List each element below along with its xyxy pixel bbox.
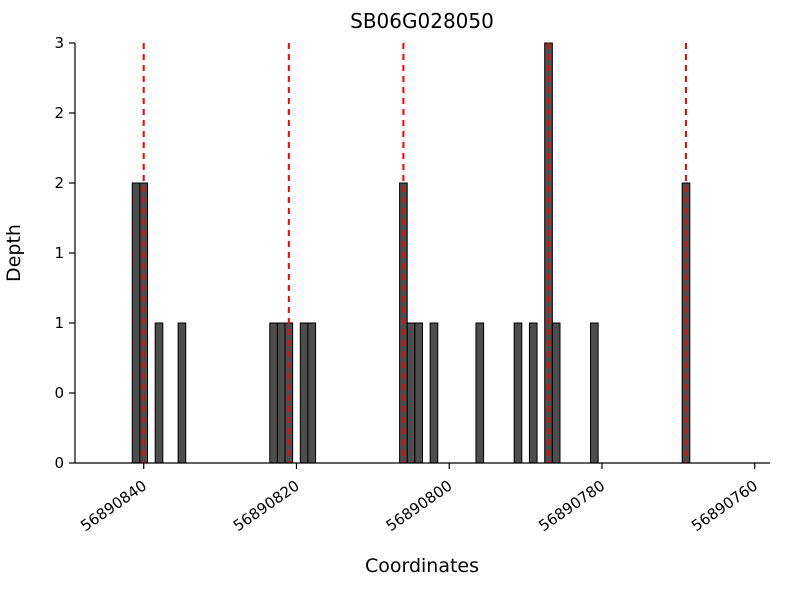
plot-area: 0 0 1 1 2 2 3 56890840 56890820 56890800 56890780 5… [54, 34, 770, 535]
depth-bar [590, 322, 599, 464]
x-tick-label: 56890760 [688, 477, 761, 536]
depth-bar [528, 322, 538, 464]
chart-title: SB06G028050 [350, 9, 494, 33]
y-axis-label: Depth [3, 224, 25, 282]
x-tick-label: 56890840 [77, 477, 150, 536]
depth-bar [154, 322, 164, 464]
depth-bar [551, 322, 561, 464]
depth-bar [429, 322, 439, 464]
depth-bar [513, 322, 523, 464]
x-tick-label: 56890800 [383, 477, 456, 536]
y-tick-label: 0 [54, 454, 64, 472]
depth-bar [406, 322, 416, 464]
x-tick-label: 56890820 [230, 477, 303, 536]
depth-bar [131, 182, 141, 464]
x-tick-label: 56890780 [535, 477, 608, 536]
x-axis-label: Coordinates [365, 555, 479, 577]
depth-bar [299, 322, 309, 464]
depth-bar [475, 322, 485, 464]
y-tick-label: 0 [54, 384, 64, 402]
y-tick-label: 2 [54, 104, 64, 122]
y-tick-label: 1 [54, 244, 64, 262]
depth-bar [414, 322, 423, 464]
depth-bar [276, 322, 286, 464]
y-tick-label: 2 [54, 174, 64, 192]
depth-bar [177, 322, 187, 464]
y-tick-label: 1 [54, 314, 64, 332]
y-tick-label: 3 [54, 34, 64, 52]
depth-bar [269, 322, 278, 464]
depth-bar [307, 322, 317, 464]
